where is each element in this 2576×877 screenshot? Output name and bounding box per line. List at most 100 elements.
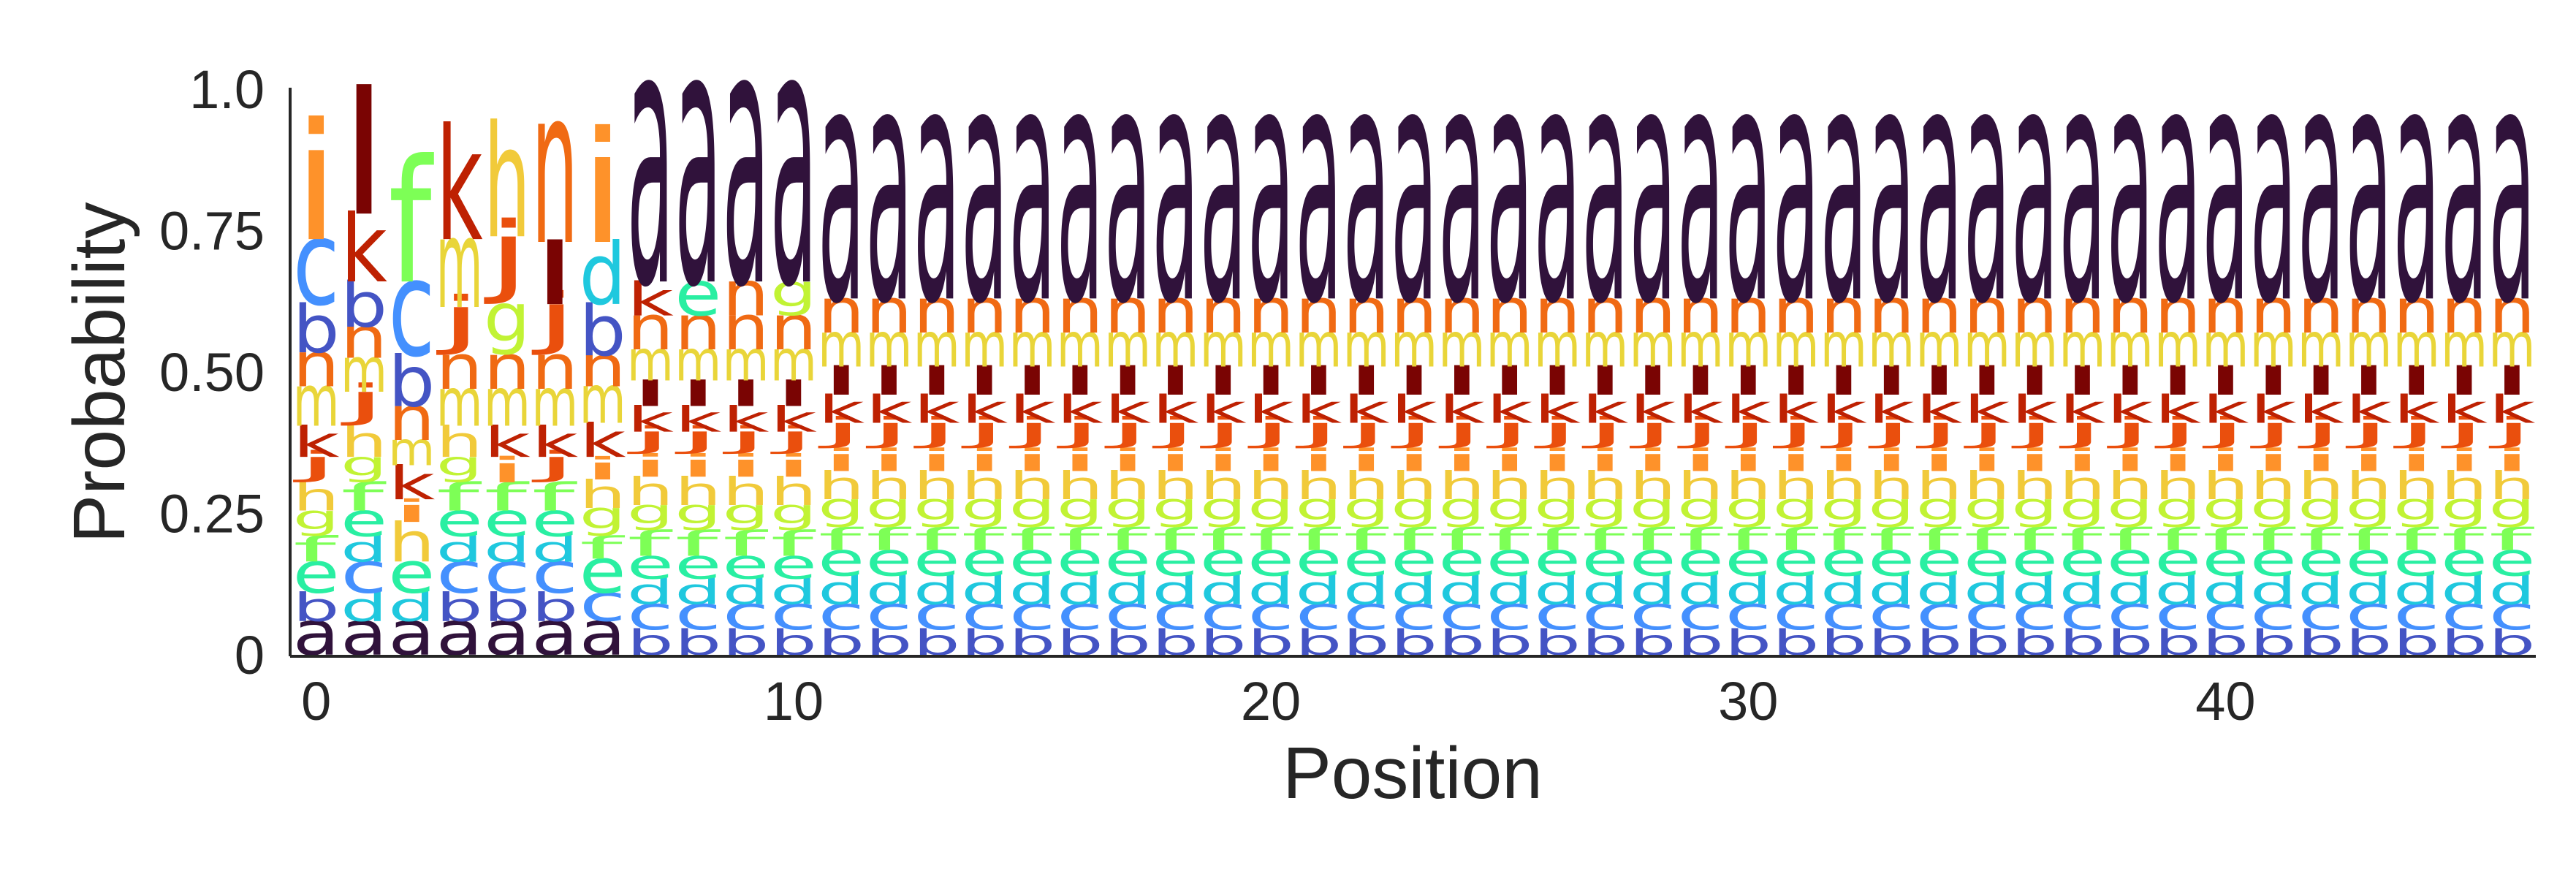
logo-letter-j: j: [1486, 410, 1533, 449]
logo-letter-h: h: [2107, 464, 2154, 509]
logo-letter-n: n: [1773, 276, 1820, 347]
logo-letter-c: c: [1964, 587, 2010, 641]
logo-letter-i: i: [1104, 442, 1151, 478]
logo-letter-d: d: [2059, 568, 2105, 613]
logo-letter-g: g: [2154, 485, 2201, 528]
logo-letter-e: e: [436, 493, 483, 547]
logo-letter-k: k: [1247, 387, 1294, 432]
logo-letter-g: g: [1438, 485, 1485, 528]
logo-letter-i: i: [723, 448, 770, 484]
logo-letter-g: g: [1391, 485, 1437, 528]
logo-letter-c: c: [2345, 587, 2392, 641]
logo-letter-m: m: [2059, 309, 2105, 381]
logo-letter-g: g: [1677, 485, 1724, 528]
logo-letter-a: a: [388, 599, 435, 670]
logo-letter-j: j: [2011, 410, 2058, 449]
logo-letter-f: f: [436, 475, 482, 520]
logo-letter-k: k: [341, 196, 387, 304]
logo-letter-j: j: [1964, 410, 2010, 449]
logo-letter-n: n: [1200, 276, 1247, 347]
logo-letter-e: e: [1057, 534, 1103, 588]
logo-letter-k: k: [2107, 387, 2154, 432]
logo-letter-g: g: [1964, 485, 2010, 528]
logo-letter-j: j: [1820, 410, 1867, 449]
logo-letter-j: j: [2346, 410, 2393, 449]
x-tick-label: 30: [1718, 671, 1778, 732]
logo-letter-d: d: [723, 572, 770, 612]
logo-letter-n: n: [2488, 276, 2535, 347]
logo-letter-c: c: [675, 587, 721, 641]
logo-letter-j: j: [1725, 410, 1771, 449]
y-tick-label: 0: [235, 625, 265, 686]
logo-letter-c: c: [627, 587, 674, 641]
logo-letter-l: l: [1152, 359, 1198, 404]
logo-letter-e: e: [388, 540, 435, 606]
logo-letter-a: a: [531, 599, 578, 670]
logo-letter-g: g: [1773, 485, 1820, 528]
logo-letter-n: n: [865, 276, 912, 347]
logo-letter-k: k: [388, 457, 435, 511]
logo-letter-n: n: [1916, 276, 1963, 347]
logo-letter-d: d: [2154, 568, 2201, 613]
logo-letter-h: h: [1343, 464, 1390, 509]
logo-letter-j: j: [627, 420, 674, 455]
y-tick-label: 0.50: [159, 342, 265, 403]
logo-letter-c: c: [531, 541, 578, 607]
logo-letter-g: g: [1725, 485, 1771, 528]
logo-letter-c: c: [436, 541, 483, 607]
logo-letter-g: g: [580, 494, 626, 537]
logo-letter-h: h: [2298, 464, 2344, 509]
logo-letter-n: n: [1677, 276, 1724, 347]
logo-letter-e: e: [913, 534, 960, 588]
logo-letter-l: l: [913, 359, 960, 404]
logo-letter-d: d: [1247, 568, 1294, 613]
logo-letter-f: f: [770, 524, 816, 564]
logo-letter-n: n: [2250, 276, 2297, 347]
logo-letter-j: j: [1200, 410, 1247, 449]
logo-letter-f: f: [2250, 521, 2296, 557]
logo-letter-a: a: [2202, 0, 2249, 377]
logo-letter-l: l: [531, 226, 578, 324]
logo-letter-e: e: [675, 259, 721, 330]
logo-letter-j: j: [1534, 410, 1581, 449]
logo-letter-c: c: [913, 587, 960, 641]
logo-letter-d: d: [1581, 568, 1628, 613]
logo-letter-c: c: [388, 232, 435, 387]
logo-letter-h: h: [913, 464, 960, 509]
logo-letter-d: d: [1200, 568, 1247, 613]
logo-letter-e: e: [2250, 534, 2297, 588]
logo-letter-a: a: [2441, 0, 2488, 377]
logo-letter-m: m: [1868, 309, 1915, 381]
x-tick-label: 20: [1241, 671, 1301, 732]
logo-letter-a: a: [2107, 0, 2154, 377]
logo-letter-m: m: [2298, 309, 2344, 381]
logo-letter-k: k: [1104, 387, 1151, 432]
logo-letter-a: a: [1391, 0, 1437, 377]
logo-letter-i: i: [388, 493, 435, 529]
logo-letter-l: l: [1964, 359, 2010, 404]
logo-letter-a: a: [484, 599, 531, 670]
logo-letter-d: d: [1343, 568, 1390, 613]
logo-letter-d: d: [1534, 568, 1581, 613]
logo-letter-g: g: [1581, 485, 1628, 528]
logo-letter-c: c: [1295, 587, 1342, 641]
logo-letter-f: f: [484, 475, 530, 520]
logo-letter-n: n: [2393, 276, 2440, 347]
logo-letter-l: l: [1534, 359, 1581, 404]
logo-letter-n: n: [1868, 276, 1915, 347]
logo-letter-n: n: [723, 292, 770, 364]
logo-letter-j: j: [2059, 410, 2106, 449]
logo-letter-f: f: [2202, 521, 2248, 557]
logo-letter-c: c: [770, 587, 817, 641]
logo-letter-g: g: [341, 444, 387, 483]
y-tick-label: 0.75: [159, 201, 265, 262]
logo-letter-h: h: [2488, 464, 2535, 509]
logo-letter-d: d: [675, 572, 721, 612]
logo-letter-i: i: [2298, 442, 2344, 478]
logo-letter-a: a: [1247, 0, 1294, 377]
logo-letter-a: a: [865, 0, 912, 377]
logo-letter-f: f: [2059, 521, 2105, 557]
logo-letter-j: j: [1581, 410, 1628, 449]
logo-letter-m: m: [2345, 309, 2392, 381]
logo-letter-i: i: [961, 442, 1008, 478]
